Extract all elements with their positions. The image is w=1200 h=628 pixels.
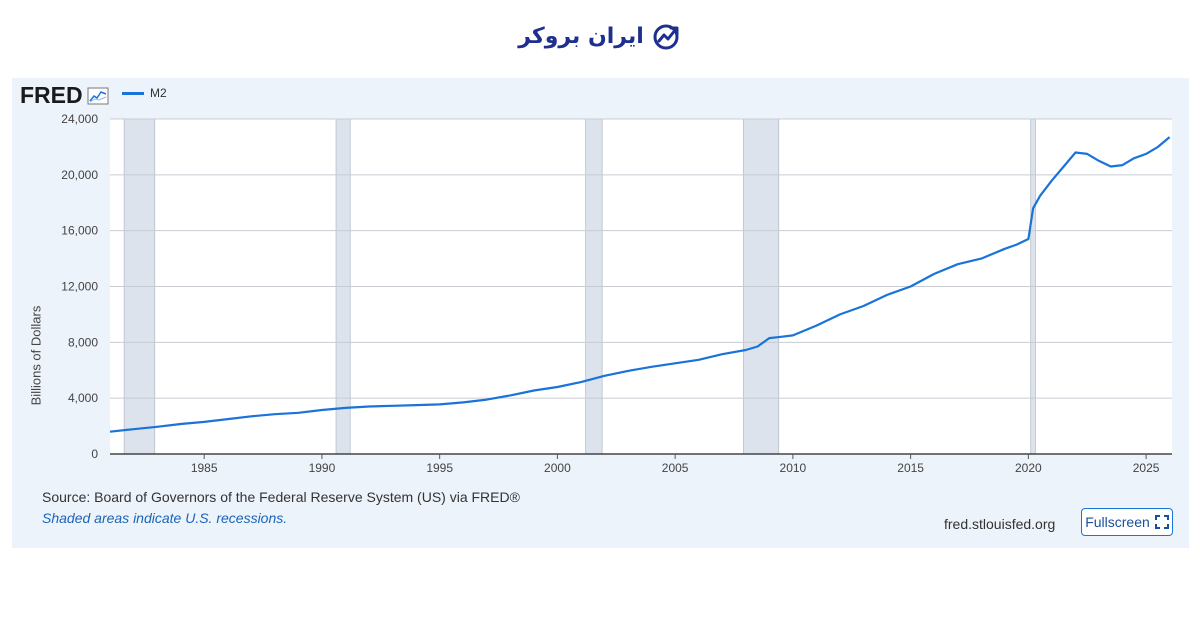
series-line-m2 <box>109 136 1171 433</box>
x-tick-label-2: 1995 <box>426 461 453 475</box>
chart-panel: 0 4,000 8,000 12,000 16,000 20,000 24,000 1985 1… <box>12 78 1189 548</box>
y-tick-label-3: 12,000 <box>61 280 98 294</box>
y-tick-label-6: 24,000 <box>61 112 98 126</box>
fred-site-link[interactable]: fred.stlouisfed.org <box>944 516 1056 532</box>
chart-legend: M2 <box>122 86 167 100</box>
y-tick-label-1: 4,000 <box>68 391 98 405</box>
fred-logo[interactable]: FRED <box>20 82 109 109</box>
brand-name: ایران بروکر <box>518 23 644 49</box>
y-axis-label: Billions of Dollars <box>28 305 44 406</box>
source-text: Source: Board of Governors of the Federa… <box>42 489 520 505</box>
legend-swatch-m2 <box>122 91 144 95</box>
legend-label-m2: M2 <box>150 86 167 100</box>
x-tick-label-8: 2025 <box>1133 461 1160 475</box>
x-tick-label-1: 1990 <box>309 461 336 475</box>
recession-note: Shaded areas indicate U.S. recessions. <box>42 510 288 526</box>
y-tick-label-2: 8,000 <box>68 335 98 349</box>
x-tick-label-3: 2000 <box>544 461 571 475</box>
fred-logo-text: FRED <box>20 82 83 108</box>
fred-graph-icon <box>87 87 109 104</box>
fullscreen-icon <box>1154 515 1169 529</box>
x-tick-label-7: 2020 <box>1015 461 1042 475</box>
x-tick-label-5: 2010 <box>780 461 807 475</box>
fullscreen-label: Fullscreen <box>1085 514 1150 530</box>
growth-chart-icon <box>653 24 679 50</box>
x-tick-label-0: 1985 <box>191 461 218 475</box>
brand-header: ایران بروکر <box>0 16 1200 56</box>
m2-line-chart: 0 4,000 8,000 12,000 16,000 20,000 24,000 1985 1… <box>61 112 1172 475</box>
y-tick-label-5: 20,000 <box>61 168 98 182</box>
fullscreen-button[interactable]: Fullscreen <box>1081 508 1173 536</box>
x-tick-label-4: 2005 <box>662 461 689 475</box>
x-tick-label-6: 2015 <box>897 461 924 475</box>
y-tick-label-4: 16,000 <box>61 224 98 238</box>
y-tick-label-0: 0 <box>91 447 98 461</box>
